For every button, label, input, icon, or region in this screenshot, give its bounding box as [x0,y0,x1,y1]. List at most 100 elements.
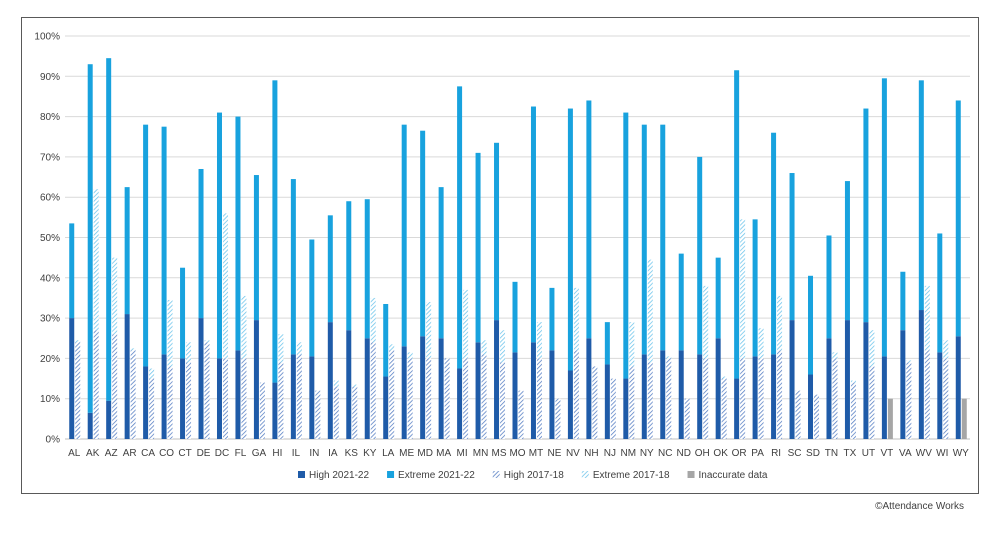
bar-extreme-2021-22-nd [678,253,684,351]
bar-high-2017-18-tx [850,382,856,439]
bar-extreme-2021-22-ma [438,187,444,339]
x-tick-label-nc: NC [658,448,672,459]
bar-high-2021-22-mo [512,352,518,439]
bar-high-2017-18-mo [518,390,524,439]
bar-high-2021-22-ok [715,338,721,439]
bar-high-2021-22-mt [530,342,536,439]
bar-high-2017-18-hi [278,362,284,439]
x-tick-label-or: OR [732,448,747,459]
bar-high-2017-18-wi [943,358,949,439]
bar-extreme-2017-18-hi [278,334,284,363]
bar-high-2021-22-wi [937,352,943,439]
bar-high-2017-18-az [112,334,118,439]
bar-high-2017-18-tn [832,358,838,439]
y-tick-label: 60% [40,193,60,204]
x-tick-label-ga: GA [252,448,267,459]
bar-extreme-2017-18-mt [536,322,542,359]
bar-extreme-2021-22-ok [715,257,721,339]
x-tick-label-ca: CA [141,448,155,459]
bar-high-2017-18-wv [924,350,930,439]
bar-high-2017-18-nc [666,358,672,439]
bar-extreme-2021-22-nm [623,112,629,379]
legend-label: Extreme 2017-18 [593,470,670,481]
bar-extreme-2021-22-mo [512,281,518,353]
y-tick-label: 0% [46,435,61,446]
bar-high-2021-22-nc [660,350,666,439]
bar-extreme-2017-18-oh [703,285,709,359]
bar-high-2021-22-wy [955,336,961,439]
x-tick-label-nv: NV [566,448,580,459]
bar-high-2017-18-il [296,354,302,439]
bar-extreme-2021-22-nv [567,108,573,371]
bar-high-2017-18-ne [555,398,561,439]
bar-high-2017-18-or [740,358,746,439]
bar-extreme-2017-18-me [407,352,413,359]
bar-high-2021-22-in [309,356,315,439]
bar-high-2017-18-sd [814,394,820,439]
bar-extreme-2017-18-fl [241,295,247,359]
bar-extreme-2021-22-nh [586,100,592,339]
x-tick-label-mi: MI [457,448,468,459]
y-tick-label: 90% [40,72,60,83]
bar-high-2021-22-ct [180,358,186,439]
bar-extreme-2021-22-ks [346,201,352,331]
bar-extreme-2021-22-ia [327,215,333,323]
bar-extreme-2021-22-il [290,179,296,355]
bar-high-2021-22-dc [216,358,222,439]
x-tick-label-ks: KS [345,448,359,459]
bar-extreme-2021-22-ky [364,199,370,339]
bar-high-2021-22-ak [87,412,93,439]
x-tick-label-in: IN [309,448,319,459]
bar-extreme-2017-18-or [740,219,746,359]
bar-extreme-2021-22-ar [124,187,130,315]
x-tick-label-il: IL [292,448,301,459]
legend-item-high-2017-18: High 2017-18 [492,470,564,481]
bar-high-2017-18-ia [333,386,339,439]
bar-high-2021-22-mi [457,368,463,439]
bar-extreme-2017-18-nv [573,287,579,351]
bar-high-2017-18-nh [592,366,598,439]
bar-high-2021-22-ar [124,314,130,439]
bar-high-2017-18-de [204,342,210,439]
bar-high-2021-22-fl [235,350,241,439]
bar-extreme-2017-18-ny [647,259,653,363]
y-tick-label: 10% [40,394,60,405]
bar-extreme-2017-18-ia [333,380,339,387]
bar-extreme-2021-22-ak [87,64,93,413]
bar-high-2017-18-ri [777,350,783,439]
bar-high-2017-18-mi [463,358,469,439]
legend-label: High 2021-22 [309,470,369,481]
bar-high-2017-18-pa [758,358,764,439]
bar-extreme-2017-18-ct [186,342,192,363]
bar-high-2021-22-nv [567,370,573,439]
bar-extreme-2017-18-tn [832,352,838,359]
bar-high-2017-18-in [315,390,321,439]
legend-swatch [298,471,305,478]
bar-high-2017-18-ks [352,386,358,439]
bar-high-2017-18-ms [500,362,506,439]
bar-extreme-2021-22-in [309,239,315,357]
bar-high-2017-18-ct [186,362,192,439]
bar-extreme-2021-22-co [161,126,167,355]
bar-extreme-2021-22-al [69,223,75,319]
x-tick-label-ny: NY [640,448,654,459]
bar-high-2021-22-co [161,354,167,439]
bar-extreme-2021-22-sc [789,173,795,321]
bar-high-2021-22-va [900,330,906,439]
legend-swatch [387,471,395,478]
bar-high-2017-18-ut [869,366,875,439]
bar-extreme-2017-18-al [75,340,81,343]
bar-extreme-2017-18-de [204,340,210,343]
bar-extreme-2017-18-ms [500,330,506,363]
bar-extreme-2017-18-pa [758,328,764,359]
y-tick-label: 100% [34,32,60,43]
bar-extreme-2017-18-ar [130,348,136,351]
bar-extreme-2017-18-ky [370,297,376,343]
bar-inaccurate-data-vt [887,398,893,439]
gridlines [65,35,970,440]
bar-high-2021-22-il [290,354,296,439]
bar-extreme-2017-18-az [112,257,118,335]
bar-extreme-2021-22-nj [604,322,610,365]
bar-high-2021-22-ut [863,322,869,439]
x-tick-label-mo: MO [509,448,525,459]
